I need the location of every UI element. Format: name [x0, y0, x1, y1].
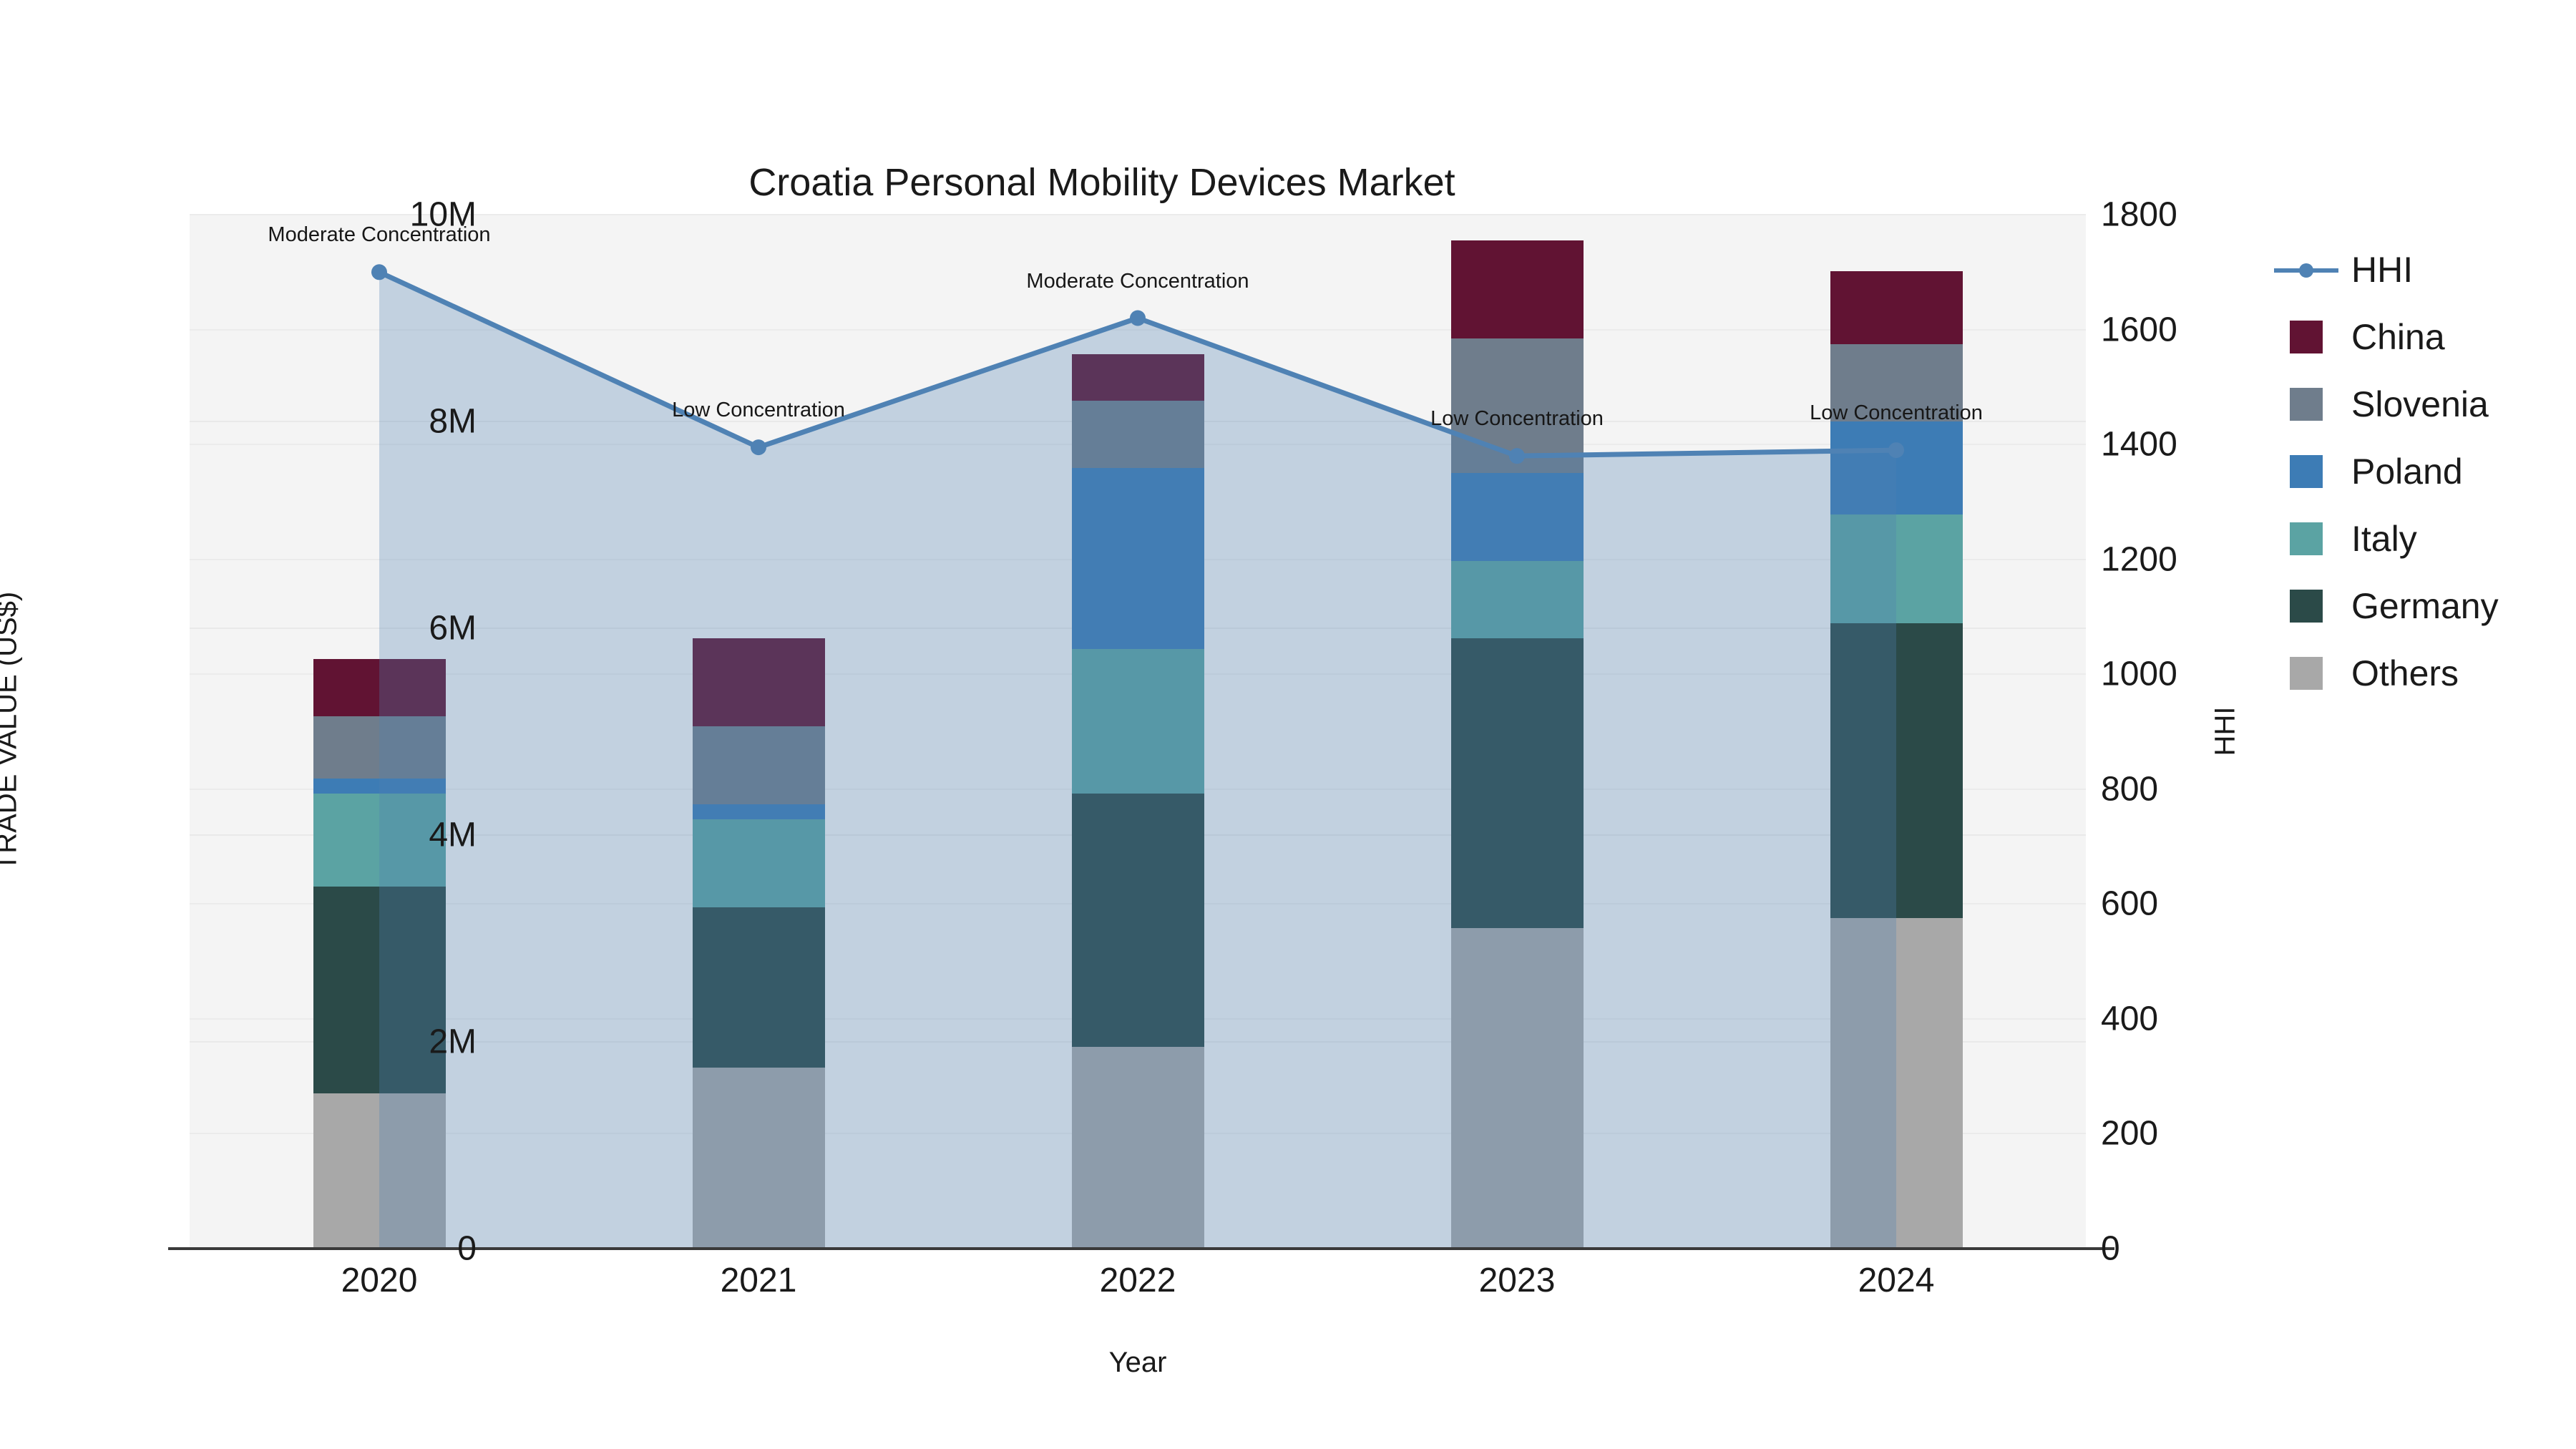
x-tick-label: 2020 [341, 1262, 418, 1299]
y-tick-left-label: 4M [429, 816, 477, 854]
bar-segment-others[interactable] [1450, 928, 1584, 1249]
legend-swatch-germany [2290, 590, 2323, 623]
bar-segment-others[interactable] [692, 1068, 825, 1249]
concentration-annotation: Low Concentration [672, 399, 845, 422]
legend-label: Others [2351, 653, 2459, 693]
bar-segment-slovenia[interactable] [1071, 401, 1204, 469]
y-tick-right-label: 200 [2101, 1114, 2159, 1153]
bar-segment-slovenia[interactable] [313, 716, 446, 779]
legend-swatch-slovenia [2290, 388, 2323, 421]
y-tick-left-label: 10M [409, 195, 477, 234]
legend-label: China [2351, 317, 2445, 357]
bar-segment-others[interactable] [313, 1093, 446, 1249]
bar-segment-germany[interactable] [692, 907, 825, 1068]
bar-stack[interactable] [313, 215, 446, 1249]
legend-line-dot [2299, 263, 2313, 278]
bar-stack[interactable] [1071, 215, 1204, 1249]
y-axis-left-label: TRADE VALUE (US$) [0, 591, 23, 872]
legend-item-others[interactable]: Others [2274, 640, 2575, 707]
bar-segment-china[interactable] [1071, 354, 1204, 401]
bar-segment-china[interactable] [1830, 271, 1963, 344]
y-tick-left-label: 8M [429, 402, 477, 441]
x-tick-label: 2023 [1478, 1262, 1556, 1299]
chart-title-line-1: Croatia Personal Mobility Devices Market [748, 160, 1455, 204]
bar-segment-italy[interactable] [1450, 561, 1584, 639]
bar-stack[interactable] [692, 215, 825, 1249]
bar-segment-italy[interactable] [692, 819, 825, 908]
y-tick-right-label: 1000 [2101, 655, 2177, 693]
y-tick-right-label: 800 [2101, 770, 2159, 809]
x-axis-label: Year [1108, 1347, 1167, 1378]
concentration-annotation: Low Concentration [1810, 401, 1983, 425]
bar-stack[interactable] [1830, 215, 1963, 1249]
bar-segment-china[interactable] [313, 659, 446, 716]
legend-label: Poland [2351, 452, 2463, 492]
y-tick-right-label: 1600 [2101, 311, 2177, 349]
plot-area: Moderate Concentration Low Concentration M… [190, 214, 2086, 1249]
y-tick-left-label: 0 [457, 1229, 477, 1268]
bar-segment-china[interactable] [692, 638, 825, 727]
concentration-annotation: Low Concentration [1430, 407, 1604, 431]
gridline-right [190, 214, 2086, 215]
y-tick-right-label: 400 [2101, 1000, 2159, 1038]
bar-segment-poland[interactable] [692, 804, 825, 820]
y-tick-right-label: 600 [2101, 884, 2159, 923]
bar-segment-germany[interactable] [1450, 638, 1584, 929]
x-axis-spine [168, 1247, 2114, 1250]
concentration-annotation: Moderate Concentration [268, 223, 491, 247]
y-tick-right-label: 1200 [2101, 540, 2177, 579]
legend-item-hhi[interactable]: HHI [2274, 236, 2575, 303]
legend-swatch-others [2290, 657, 2323, 690]
legend-item-china[interactable]: China [2274, 303, 2575, 371]
legend-swatch-italy [2290, 522, 2323, 555]
bar-segment-others[interactable] [1830, 917, 1963, 1249]
concentration-annotation: Moderate Concentration [1026, 269, 1249, 293]
legend-item-poland[interactable]: Poland [2274, 438, 2575, 505]
y-tick-left-label: 6M [429, 609, 477, 648]
bar-segment-germany[interactable] [1071, 794, 1204, 1048]
legend-label: Slovenia [2351, 384, 2489, 424]
legend-swatch-china [2290, 321, 2323, 353]
bar-segment-germany[interactable] [1830, 623, 1963, 918]
legend-line-icon [2274, 253, 2338, 286]
bar-segment-slovenia[interactable] [692, 726, 825, 804]
y-tick-left-label: 2M [429, 1023, 477, 1061]
bar-segment-others[interactable] [1071, 1047, 1204, 1249]
bar-segment-germany[interactable] [313, 887, 446, 1094]
bar-segment-poland[interactable] [1450, 473, 1584, 562]
bar-segment-italy[interactable] [1071, 648, 1204, 794]
x-tick-label: 2024 [1858, 1262, 1935, 1299]
y-tick-right-label: 1800 [2101, 195, 2177, 234]
bar-segment-poland[interactable] [1830, 421, 1963, 515]
bar-segment-poland[interactable] [1071, 468, 1204, 649]
legend-item-germany[interactable]: Germany [2274, 572, 2575, 640]
chart-legend: HHI China Slovenia Poland Italy Germany Others [2274, 236, 2575, 707]
bar-segment-china[interactable] [1450, 240, 1584, 339]
legend-item-slovenia[interactable]: Slovenia [2274, 371, 2575, 438]
bar-segment-italy[interactable] [313, 794, 446, 887]
bar-stack[interactable] [1450, 215, 1584, 1249]
legend-item-italy[interactable]: Italy [2274, 505, 2575, 572]
legend-label: HHI [2351, 250, 2414, 290]
bar-segment-poland[interactable] [313, 778, 446, 794]
x-tick-label: 2022 [1099, 1262, 1176, 1299]
y-tick-right-label: 1400 [2101, 425, 2177, 464]
y-axis-right-label: HHI [2209, 706, 2241, 756]
legend-swatch-poland [2290, 455, 2323, 488]
legend-label: Italy [2351, 519, 2417, 559]
y-tick-right-label: 0 [2101, 1229, 2120, 1268]
x-tick-label: 2021 [720, 1262, 797, 1299]
bar-segment-italy[interactable] [1830, 514, 1963, 623]
legend-label: Germany [2351, 586, 2499, 626]
bar-segment-slovenia[interactable] [1450, 338, 1584, 474]
